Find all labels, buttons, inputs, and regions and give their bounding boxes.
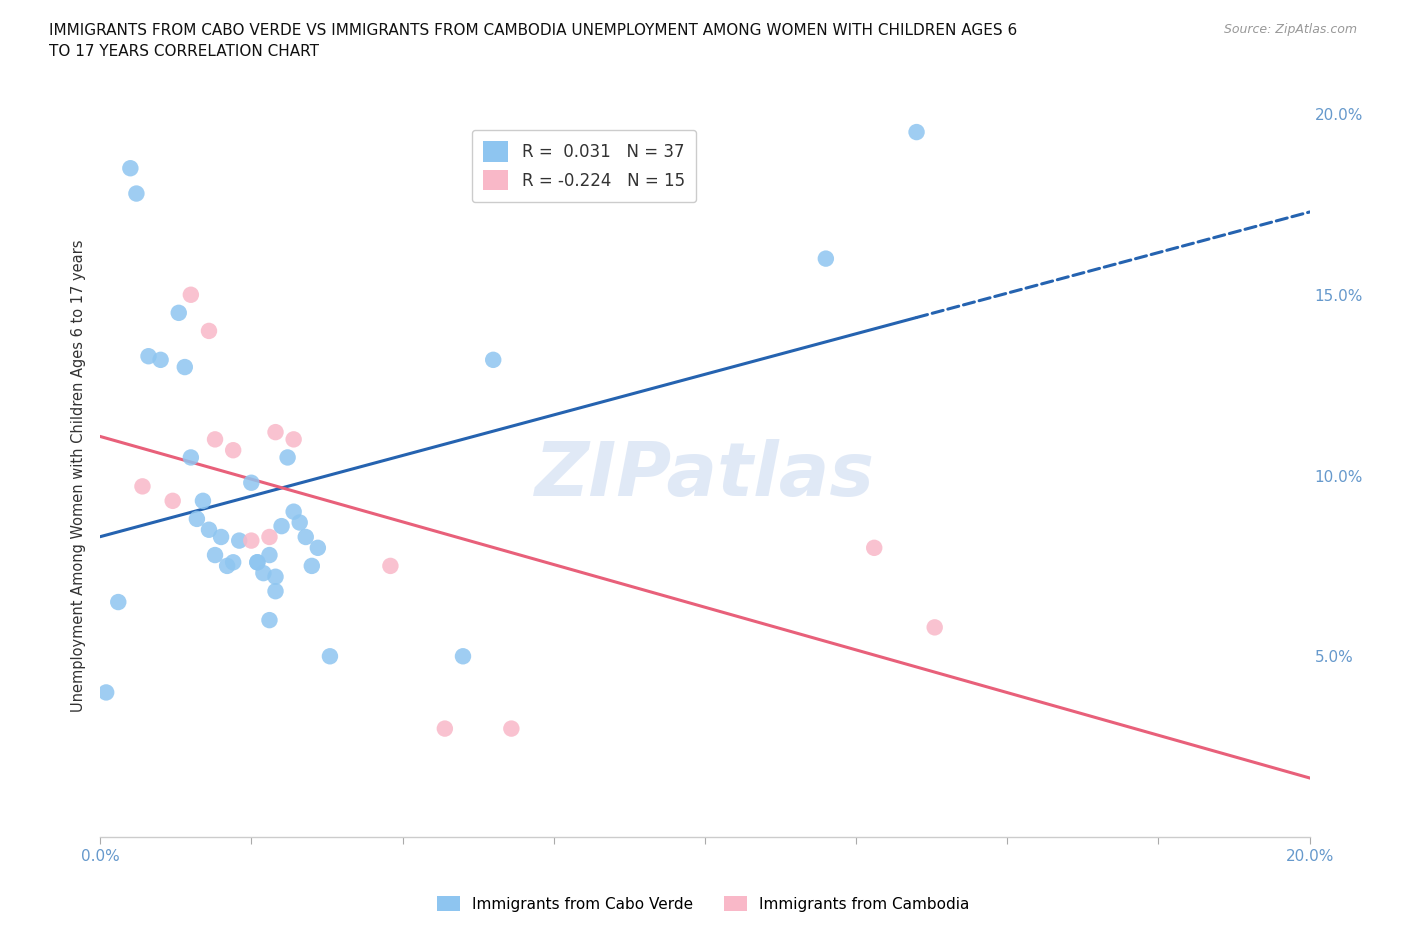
Point <box>924 620 946 635</box>
Point <box>204 432 226 446</box>
Point <box>96 685 118 700</box>
Point <box>264 425 287 440</box>
Point <box>198 523 221 538</box>
Point <box>198 324 221 339</box>
Point <box>319 649 342 664</box>
Point <box>162 494 184 509</box>
Point <box>240 533 263 548</box>
Point <box>264 584 287 599</box>
Point <box>173 360 195 375</box>
Point <box>125 186 148 201</box>
Point <box>301 558 323 573</box>
Point <box>252 565 274 580</box>
Point <box>149 352 172 367</box>
Point <box>482 352 505 367</box>
Point <box>259 529 281 544</box>
Point <box>294 529 316 544</box>
Point <box>259 613 281 628</box>
Point <box>246 555 269 570</box>
Point <box>433 721 456 736</box>
Point <box>905 125 928 140</box>
Point <box>228 533 250 548</box>
Point <box>307 540 329 555</box>
Point <box>246 555 269 570</box>
Point <box>270 519 292 534</box>
Text: IMMIGRANTS FROM CABO VERDE VS IMMIGRANTS FROM CAMBODIA UNEMPLOYMENT AMONG WOMEN : IMMIGRANTS FROM CABO VERDE VS IMMIGRANTS… <box>49 23 1018 60</box>
Point <box>209 529 232 544</box>
Point <box>501 721 523 736</box>
Point <box>138 349 160 364</box>
Text: Source: ZipAtlas.com: Source: ZipAtlas.com <box>1223 23 1357 36</box>
Point <box>222 555 245 570</box>
Point <box>107 594 129 609</box>
Point <box>277 450 299 465</box>
Point <box>217 558 239 573</box>
Point <box>222 443 245 458</box>
Point <box>167 305 190 320</box>
Point <box>380 558 402 573</box>
Point <box>191 494 214 509</box>
Point <box>180 287 202 302</box>
Legend: R =  0.031   N = 37, R = -0.224   N = 15: R = 0.031 N = 37, R = -0.224 N = 15 <box>471 129 696 202</box>
Point <box>283 432 305 446</box>
Point <box>180 450 202 465</box>
Point <box>863 540 886 555</box>
Point <box>814 251 837 266</box>
Point <box>259 548 281 563</box>
Point <box>186 512 208 526</box>
Y-axis label: Unemployment Among Women with Children Ages 6 to 17 years: Unemployment Among Women with Children A… <box>72 239 86 711</box>
Legend: Immigrants from Cabo Verde, Immigrants from Cambodia: Immigrants from Cabo Verde, Immigrants f… <box>430 889 976 918</box>
Point <box>204 548 226 563</box>
Point <box>283 504 305 519</box>
Point <box>131 479 153 494</box>
Point <box>288 515 311 530</box>
Text: ZIPatlas: ZIPatlas <box>534 439 875 512</box>
Point <box>451 649 474 664</box>
Point <box>120 161 142 176</box>
Point <box>264 569 287 584</box>
Point <box>240 475 263 490</box>
